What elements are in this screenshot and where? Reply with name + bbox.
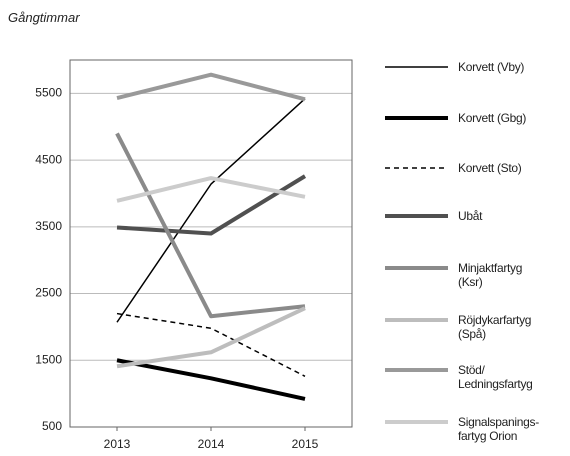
legend-label: Korvett (Sto) — [458, 161, 522, 175]
x-tick-label: 2014 — [198, 437, 225, 451]
chart-title: Gångtimmar — [8, 10, 80, 25]
y-tick-label: 3500 — [35, 219, 62, 233]
series-line — [116, 306, 306, 369]
y-tick-label: 4500 — [35, 152, 62, 166]
legend-label: Stöd/ Ledningsfartyg — [458, 363, 533, 391]
legend-label: Signalspanings- fartyg Orion — [458, 415, 539, 443]
series-line — [115, 132, 306, 319]
series-line — [116, 72, 306, 102]
x-tick-label: 2015 — [292, 437, 319, 451]
plot-frame — [69, 59, 353, 428]
y-tick-label: 5500 — [35, 86, 62, 100]
series-line — [116, 176, 306, 203]
y-tick-label: 1500 — [35, 352, 62, 366]
legend-label: Ubåt — [458, 209, 483, 223]
legend-label: Korvett (Vby) — [458, 60, 525, 74]
series-line — [116, 312, 306, 377]
legend-label: Minjaktfartyg (Ksr) — [458, 261, 523, 289]
series-line — [116, 98, 306, 323]
series-line — [116, 358, 306, 401]
y-tick-label: 500 — [42, 419, 62, 433]
series-line — [116, 174, 307, 236]
legend-label: Röjdykarfartyg (Spå) — [458, 313, 532, 341]
y-tick-label: 2500 — [35, 286, 62, 300]
legend-label: Korvett (Gbg) — [458, 111, 527, 125]
x-tick-label: 2013 — [104, 437, 131, 451]
